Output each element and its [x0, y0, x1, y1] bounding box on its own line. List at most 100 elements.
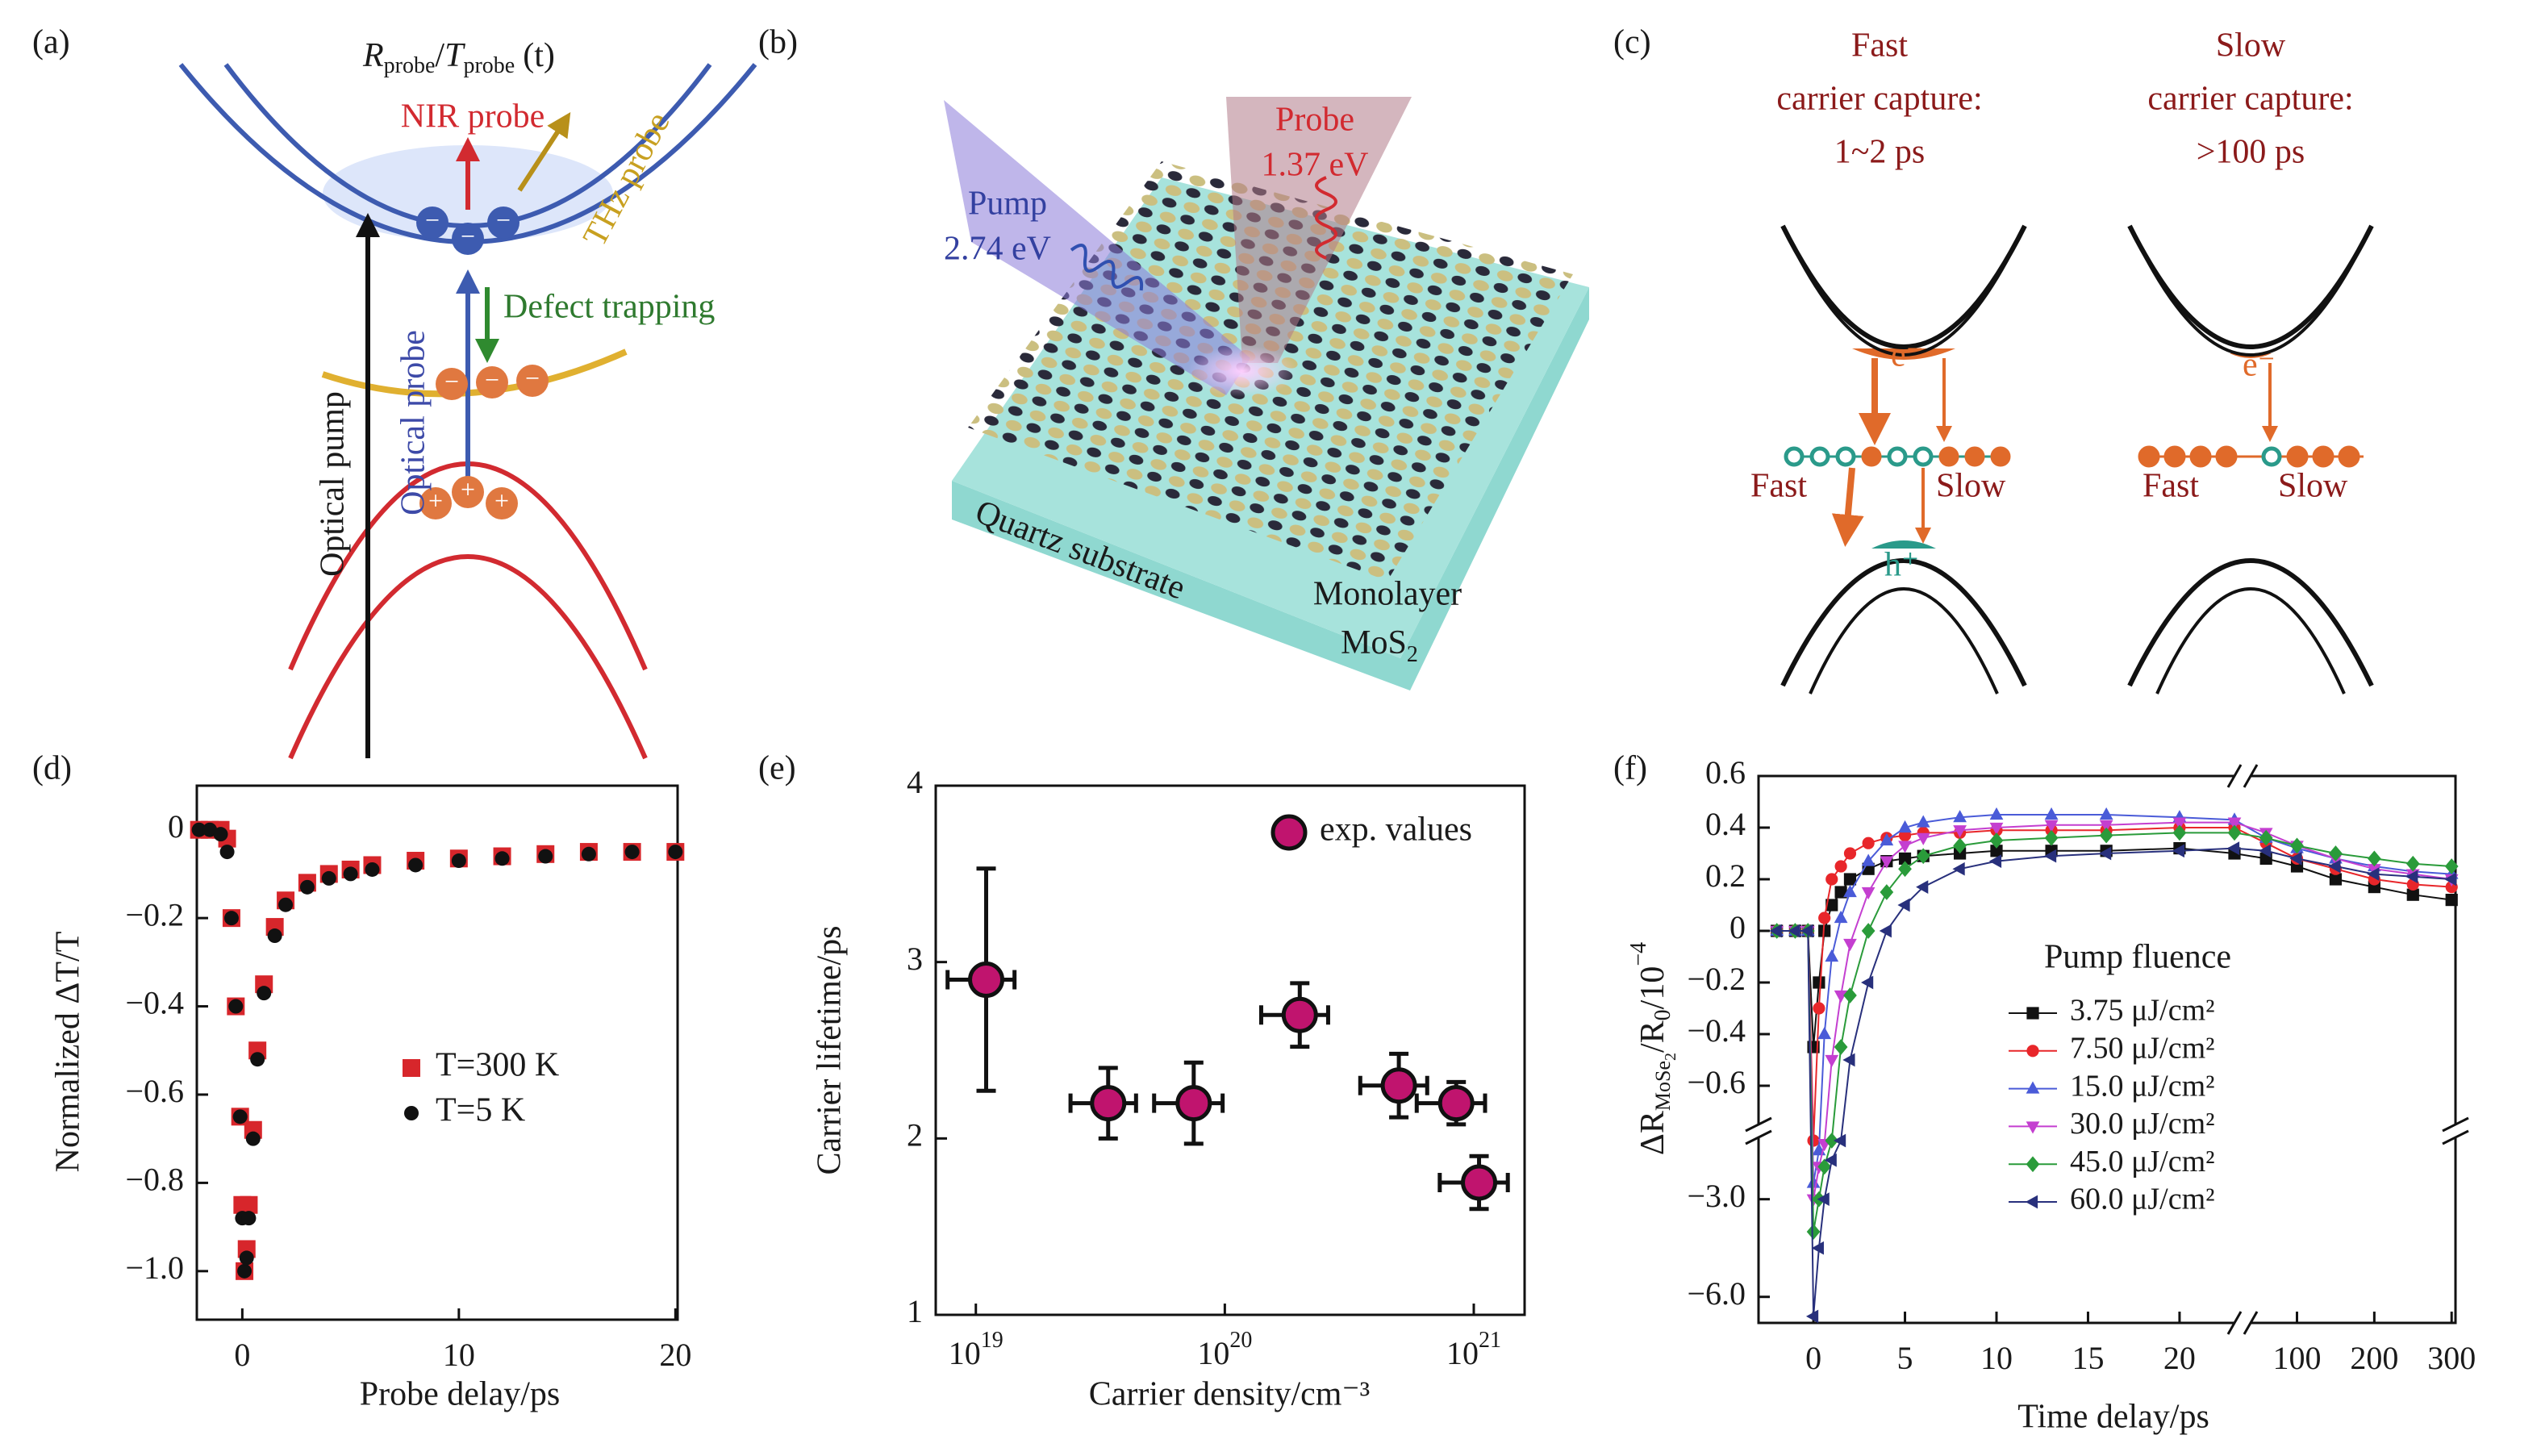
label: e⁻ — [2243, 347, 2276, 384]
break-mark — [2243, 764, 2259, 788]
marker — [278, 897, 294, 912]
marker — [245, 1131, 261, 1146]
title: carrier capture: — [2147, 81, 2353, 118]
marker — [1834, 886, 1847, 899]
label: Fast — [1750, 468, 1807, 505]
x-axis-label: Probe delay/ps — [360, 1376, 560, 1413]
marker — [1953, 837, 1967, 854]
marker — [1898, 841, 1912, 853]
marker — [1861, 975, 1874, 990]
legend-label: 3.75 μJ/cm² — [2070, 994, 2215, 1028]
marker — [1825, 873, 1838, 886]
y-label-part: /10 — [1634, 966, 1671, 1010]
label: Monolayer — [1313, 576, 1462, 613]
marker — [1817, 1026, 1832, 1040]
chart-scatter: 0 10 20 0 −0.2 −0.4 −0.6 −0.8 −1.0 T=300 K T=5 K — [125, 784, 691, 1373]
y-tick-label: 0 — [168, 808, 184, 845]
break-mark — [1745, 1129, 1772, 1145]
marker — [1813, 1002, 1825, 1015]
marker — [1825, 949, 1839, 962]
break-mark — [2442, 1116, 2469, 1133]
marker — [240, 1195, 258, 1214]
diagram-c: Fast carrier capture: 1~2 ps Slow carrie… — [1750, 27, 2374, 695]
marker — [1824, 1153, 1837, 1167]
tick-base: 10 — [1446, 1335, 1479, 1371]
marker — [1898, 861, 1912, 878]
x-axis-label: Carrier density/cm⁻³ — [1089, 1376, 1371, 1413]
marker — [494, 851, 510, 866]
marker — [2172, 824, 2187, 841]
marker — [213, 827, 228, 842]
x-tick-label: 1020 — [1197, 1328, 1252, 1371]
plot-frame — [1757, 774, 2457, 1325]
marker — [1834, 1039, 1848, 1055]
band — [2127, 558, 2374, 687]
band — [1780, 224, 2027, 349]
marker — [1843, 938, 1857, 952]
y-label-part: 2 — [1662, 1053, 1679, 1061]
marker — [1916, 880, 1929, 894]
marker — [2099, 820, 2113, 832]
marker — [624, 845, 640, 860]
marker — [1843, 873, 1857, 886]
marker — [232, 1109, 248, 1124]
y-label-part: −4 — [1626, 942, 1651, 966]
sign: − — [485, 365, 499, 394]
chart-line: 0 5 10 15 20 100 200 300 0.6 0.4 0.2 0 −0.2 −0.4 −0.6 −… — [1687, 754, 2476, 1376]
y-tick-label: 0.6 — [1705, 754, 1746, 791]
title: Slow — [2216, 27, 2286, 65]
marker — [1842, 1053, 1855, 1067]
y-tick-label: −0.6 — [125, 1073, 184, 1109]
marker — [2172, 817, 2187, 830]
marker — [1916, 815, 1930, 828]
break-mark — [2442, 1129, 2469, 1145]
label: Pump — [968, 186, 1047, 223]
marker — [2290, 837, 2304, 854]
marker — [1817, 1192, 1830, 1207]
legend-label: 30.0 μJ/cm² — [2070, 1107, 2215, 1141]
y-tick-label: 4 — [907, 764, 923, 800]
plot-frame — [195, 784, 679, 1321]
tick-exponent: 21 — [1479, 1328, 1501, 1353]
title: 1~2 ps — [1834, 134, 1926, 171]
break-mark — [2226, 764, 2243, 788]
y-tick-label: −0.2 — [1687, 961, 1746, 997]
marker — [2328, 859, 2341, 874]
marker — [2444, 858, 2459, 874]
marker — [2259, 844, 2272, 858]
y-label-part: /R — [1634, 1020, 1671, 1053]
defect-band — [321, 348, 628, 398]
band — [2155, 587, 2346, 695]
x-tick-label: 5 — [1897, 1340, 1913, 1376]
legend-label: 7.50 μJ/cm² — [2070, 1032, 2215, 1066]
marker — [228, 999, 244, 1014]
marker — [2445, 894, 2458, 907]
marker — [1825, 1054, 1839, 1068]
panel-label: (a) — [32, 24, 70, 61]
marker — [250, 1052, 265, 1067]
marker — [1952, 862, 1965, 876]
marker — [1834, 990, 1848, 1003]
arrow — [1831, 467, 1864, 547]
marker — [2043, 849, 2057, 863]
x-tick-label: 10 — [443, 1337, 475, 1373]
label: h⁺ — [1884, 547, 1919, 584]
defect-states — [2138, 445, 2364, 468]
label: Probe — [1275, 102, 1354, 139]
y-tick-label: −3.0 — [1687, 1178, 1746, 1214]
x-tick-label: 100 — [2273, 1340, 2322, 1376]
spot — [1187, 345, 1297, 397]
legend-marker — [403, 1059, 420, 1077]
sign: − — [425, 205, 440, 234]
title: Fast — [1851, 27, 1908, 65]
legend-marker — [2025, 1195, 2038, 1209]
break-mark — [2226, 1311, 2243, 1335]
marker — [1953, 810, 1967, 823]
y-tick-label: −6.0 — [1687, 1275, 1746, 1312]
marker — [2367, 867, 2380, 881]
marker — [1953, 825, 1967, 838]
marker — [1281, 996, 1318, 1033]
marker — [219, 845, 235, 860]
marker — [968, 962, 1005, 999]
